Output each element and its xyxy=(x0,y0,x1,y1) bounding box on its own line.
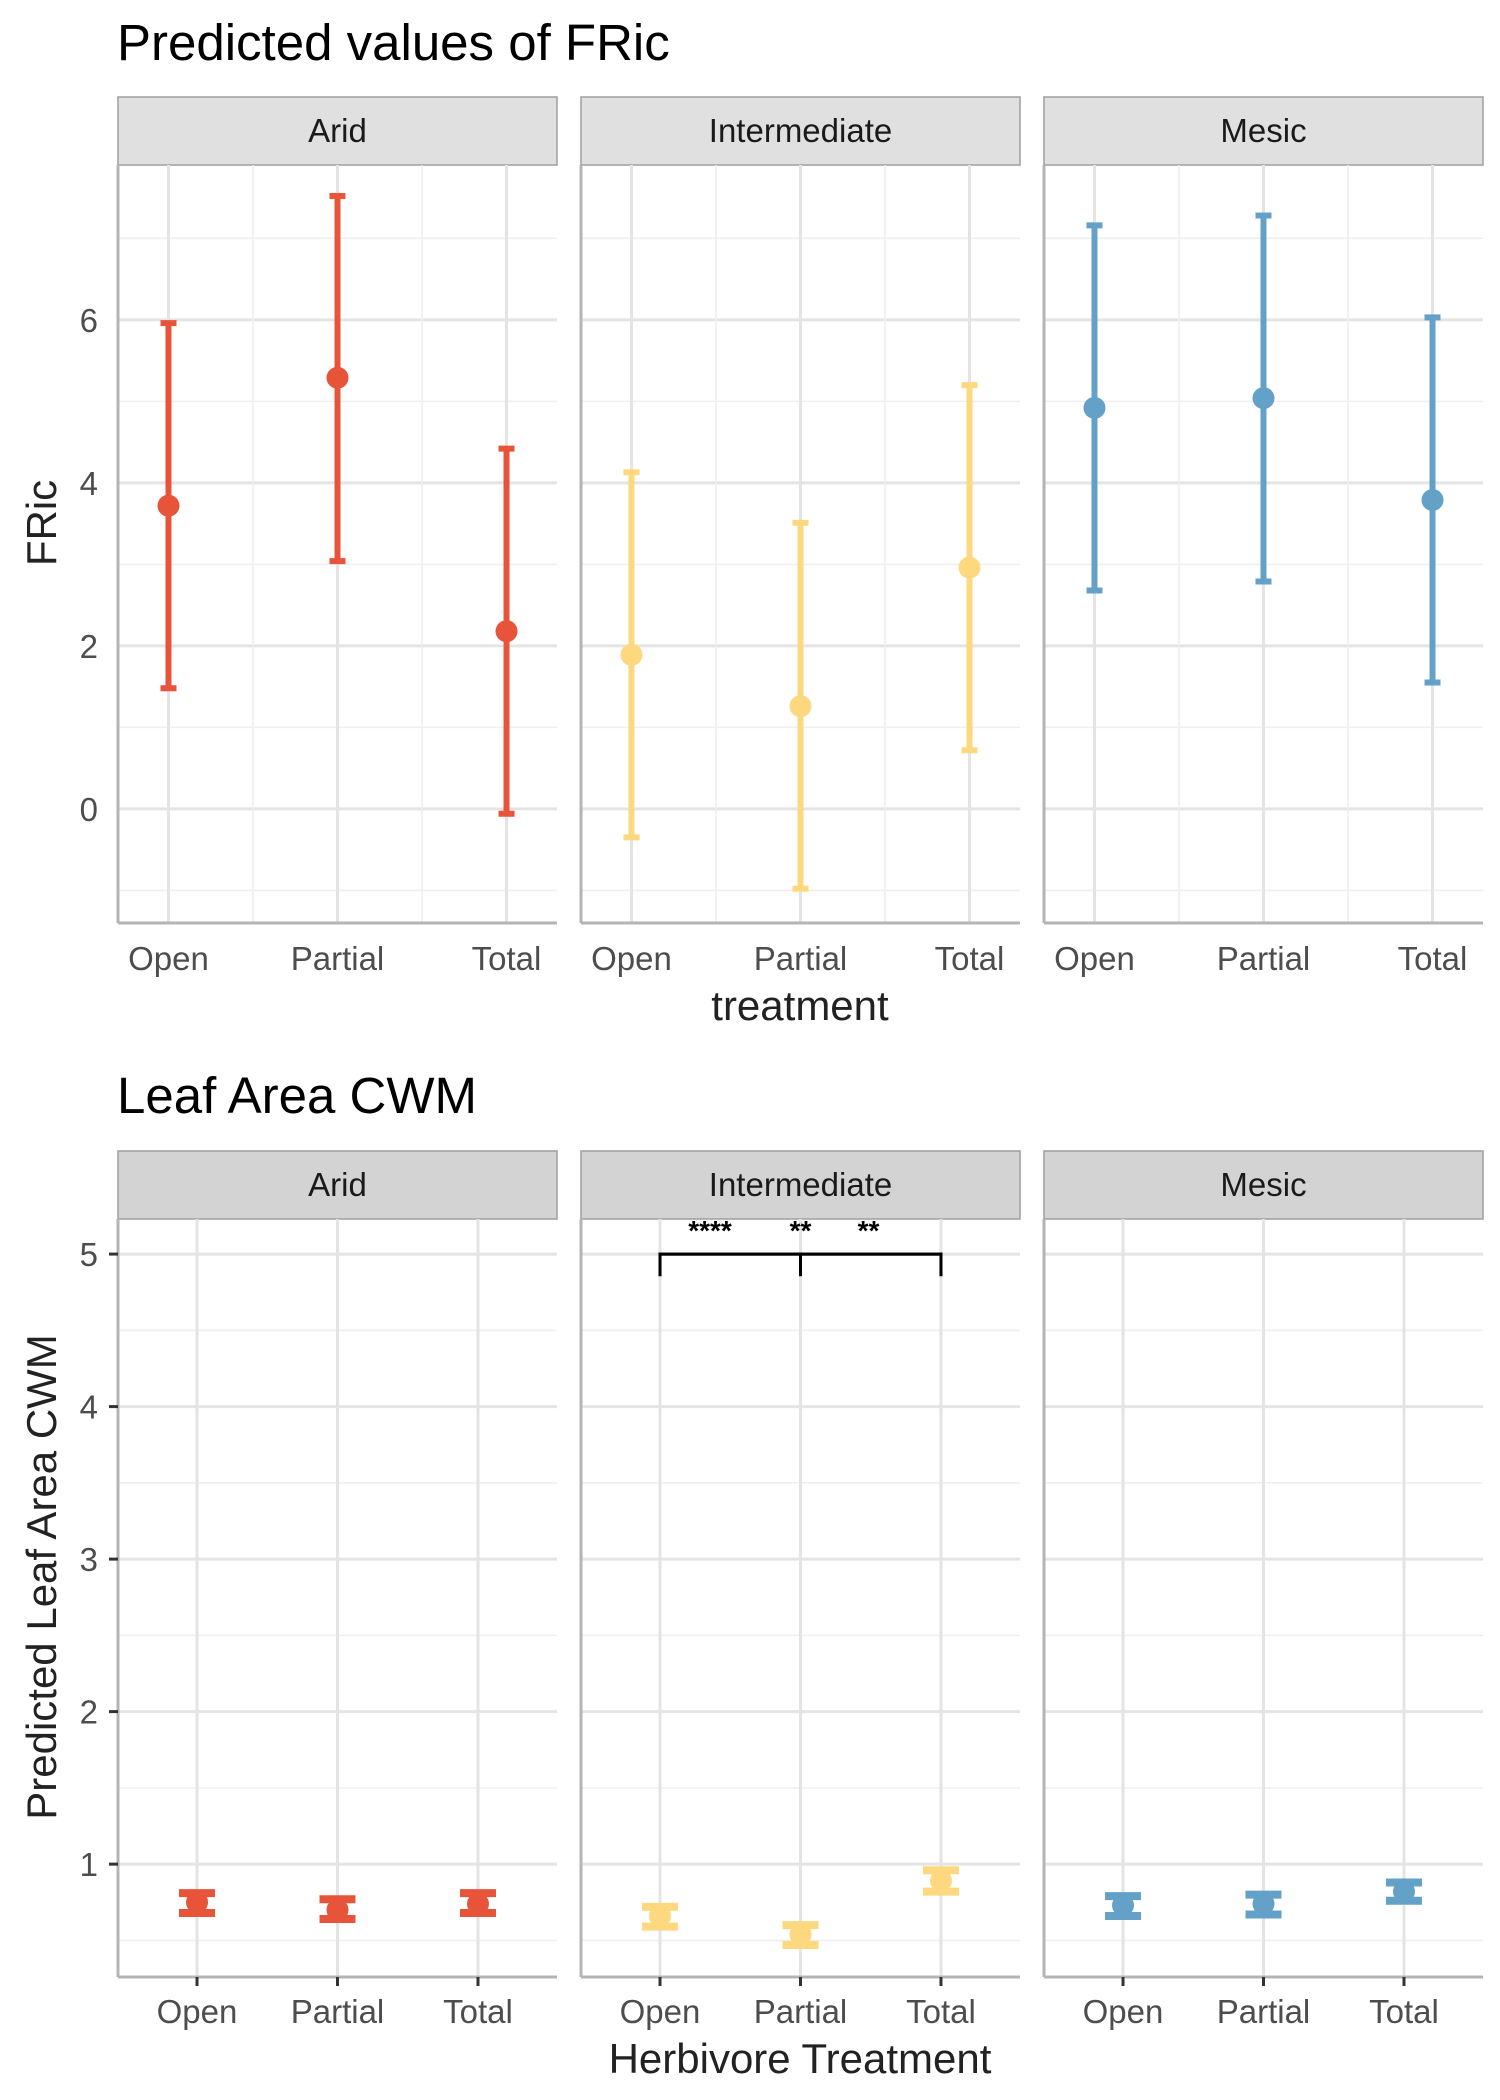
leaf-area-panel-mesic: Mesic Open Partial Total xyxy=(1042,1150,1484,2030)
leaf-area-data-point xyxy=(1112,1894,1135,1917)
leaf-area-x-tick-label: Open xyxy=(1083,1993,1164,2030)
leaf-area-data-point xyxy=(1252,1892,1275,1915)
fric-strip-mesic xyxy=(1043,96,1484,166)
fric-data-point xyxy=(1421,488,1444,511)
fric-strip-label: Arid xyxy=(308,112,367,149)
leaf-area-data-point xyxy=(789,1923,812,1946)
fric-facet-panels: Arid Open Partial Total 0 2 4 6 Intermediate Open… xyxy=(80,96,1484,977)
leaf-area-plot-title: Leaf Area CWM xyxy=(117,1067,477,1124)
fric-data-point xyxy=(157,494,180,517)
leaf-area-strip-label: Intermediate xyxy=(709,1166,892,1203)
fric-data-point xyxy=(620,643,643,666)
fric-plot: Predicted values of FRic treatment FRic … xyxy=(18,14,1484,1029)
leaf-area-panel-arid: Arid Open Partial Total 1 2 3 4 5 xyxy=(80,1150,558,2030)
leaf-area-data-point xyxy=(649,1904,672,1927)
leaf-area-strip-label: Mesic xyxy=(1220,1166,1306,1203)
fric-strip-arid xyxy=(117,96,558,166)
leaf-area-significance-brackets: **** ** ** xyxy=(658,1215,943,1277)
leaf-area-y-tick-label: 2 xyxy=(80,1694,98,1731)
fric-panel-arid: Arid Open Partial Total 0 2 4 6 xyxy=(80,96,558,977)
leaf-area-strip-intermediate xyxy=(580,1150,1021,1220)
fric-x-tick-label: Open xyxy=(128,940,209,977)
leaf-area-y-tick-label: 4 xyxy=(80,1389,98,1426)
fric-x-axis-title: treatment xyxy=(711,982,889,1029)
leaf-area-y-tick-label: 5 xyxy=(80,1236,98,1273)
fric-y-tick-label: 4 xyxy=(80,465,98,502)
leaf-area-data-point xyxy=(326,1898,349,1921)
leaf-area-strip-arid xyxy=(117,1150,558,1220)
fric-plot-title: Predicted values of FRic xyxy=(117,14,670,71)
fric-y-tick-label: 0 xyxy=(80,791,98,828)
leaf-area-significance-label: **** xyxy=(688,1215,732,1246)
leaf-area-x-tick-label: Open xyxy=(620,1993,701,2030)
fric-panel-intermediate: Intermediate Open Partial Total xyxy=(579,96,1021,977)
fric-panel-mesic: Mesic Open Partial Total xyxy=(1042,96,1484,977)
fric-data-point xyxy=(1252,387,1275,410)
leaf-area-x-tick-label: Partial xyxy=(291,1993,385,2030)
leaf-area-data-point xyxy=(186,1891,209,1914)
fric-data-point xyxy=(958,556,981,579)
fric-x-tick-label: Total xyxy=(1398,940,1468,977)
leaf-area-facet-panels: Arid Open Partial Total 1 2 3 4 5 Intermediate Ope… xyxy=(80,1150,1484,2030)
leaf-area-y-tick-label: 3 xyxy=(80,1541,98,1578)
leaf-area-x-axis-title: Herbivore Treatment xyxy=(609,2035,992,2082)
fric-y-tick-label: 6 xyxy=(80,302,98,339)
leaf-area-x-tick-label: Total xyxy=(443,1993,513,2030)
fric-x-tick-label: Partial xyxy=(754,940,848,977)
fric-data-point xyxy=(789,695,812,718)
leaf-area-data-point xyxy=(1392,1880,1415,1903)
fric-strip-label: Intermediate xyxy=(709,112,892,149)
fric-x-tick-label: Total xyxy=(472,940,542,977)
leaf-area-x-tick-label: Total xyxy=(1369,1993,1439,2030)
fric-data-point xyxy=(326,366,349,389)
leaf-area-y-axis-title: Predicted Leaf Area CWM xyxy=(18,1334,65,1820)
fric-data-point xyxy=(495,620,518,643)
leaf-area-x-tick-label: Partial xyxy=(1217,1993,1311,2030)
fric-strip-label: Mesic xyxy=(1220,112,1306,149)
fric-x-tick-label: Open xyxy=(1054,940,1135,977)
fric-y-tick-label: 2 xyxy=(80,628,98,665)
leaf-area-x-tick-label: Total xyxy=(906,1993,976,2030)
leaf-area-significance-bracket xyxy=(658,1252,802,1277)
leaf-area-data-point xyxy=(466,1892,489,1915)
leaf-area-strip-label: Arid xyxy=(308,1166,367,1203)
fric-x-tick-label: Partial xyxy=(1217,940,1311,977)
leaf-area-data-point xyxy=(929,1869,952,1892)
fric-x-tick-label: Open xyxy=(591,940,672,977)
leaf-area-significance-bracket xyxy=(799,1252,943,1277)
leaf-area-plot: Leaf Area CWM Herbivore Treatment Predic… xyxy=(18,1067,1484,2082)
fric-y-axis-title: FRic xyxy=(18,480,65,566)
leaf-area-x-tick-label: Open xyxy=(157,1993,238,2030)
leaf-area-x-tick-label: Partial xyxy=(754,1993,848,2030)
fric-data-point xyxy=(1083,396,1106,419)
leaf-area-significance-label: ** xyxy=(790,1215,812,1246)
leaf-area-significance-bracket xyxy=(658,1252,943,1277)
leaf-area-significance-label: ** xyxy=(858,1215,880,1246)
fric-x-tick-label: Partial xyxy=(291,940,385,977)
leaf-area-y-tick-label: 1 xyxy=(80,1846,98,1883)
fric-x-tick-label: Total xyxy=(935,940,1005,977)
